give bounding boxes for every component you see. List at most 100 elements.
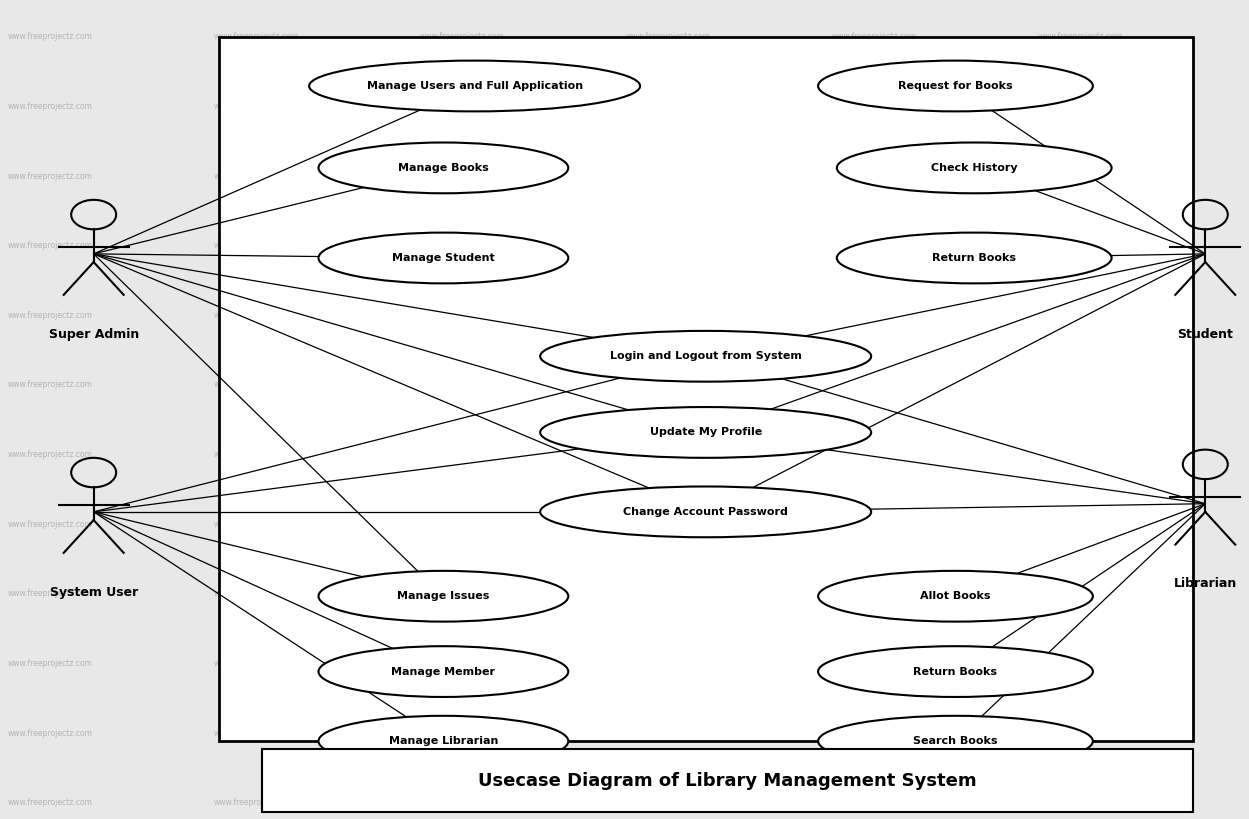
Text: www.freeprojectz.com: www.freeprojectz.com [832,450,917,459]
Text: www.freeprojectz.com: www.freeprojectz.com [832,799,917,807]
Text: Change Account Password: Change Account Password [623,507,788,517]
Text: Check History: Check History [931,163,1018,173]
Text: www.freeprojectz.com: www.freeprojectz.com [626,590,711,598]
Text: Manage Librarian: Manage Librarian [388,736,498,746]
Text: Manage Student: Manage Student [392,253,495,263]
Text: www.freeprojectz.com: www.freeprojectz.com [1038,799,1123,807]
Text: Usecase Diagram of Library Management System: Usecase Diagram of Library Management Sy… [478,772,977,790]
Text: Student: Student [1178,328,1233,341]
Text: www.freeprojectz.com: www.freeprojectz.com [1038,102,1123,111]
Text: www.freeprojectz.com: www.freeprojectz.com [214,172,299,180]
Text: www.freeprojectz.com: www.freeprojectz.com [1038,172,1123,180]
Text: www.freeprojectz.com: www.freeprojectz.com [214,102,299,111]
Text: www.freeprojectz.com: www.freeprojectz.com [7,102,92,111]
Text: www.freeprojectz.com: www.freeprojectz.com [420,311,505,319]
Text: www.freeprojectz.com: www.freeprojectz.com [420,381,505,389]
Text: www.freeprojectz.com: www.freeprojectz.com [626,311,711,319]
Text: www.freeprojectz.com: www.freeprojectz.com [626,172,711,180]
Text: www.freeprojectz.com: www.freeprojectz.com [7,242,92,250]
Text: Request for Books: Request for Books [898,81,1013,91]
Ellipse shape [318,143,568,193]
Text: www.freeprojectz.com: www.freeprojectz.com [832,590,917,598]
Text: www.freeprojectz.com: www.freeprojectz.com [214,590,299,598]
Text: www.freeprojectz.com: www.freeprojectz.com [626,33,711,41]
Ellipse shape [540,486,872,537]
FancyBboxPatch shape [219,37,1193,741]
Ellipse shape [837,143,1112,193]
FancyBboxPatch shape [262,749,1193,812]
Text: www.freeprojectz.com: www.freeprojectz.com [214,311,299,319]
Text: Return Books: Return Books [913,667,998,676]
Text: www.freeprojectz.com: www.freeprojectz.com [626,659,711,667]
Text: www.freeprojectz.com: www.freeprojectz.com [832,659,917,667]
Text: www.freeprojectz.com: www.freeprojectz.com [420,242,505,250]
Text: www.freeprojectz.com: www.freeprojectz.com [1038,520,1123,528]
Text: www.freeprojectz.com: www.freeprojectz.com [1038,590,1123,598]
Text: www.freeprojectz.com: www.freeprojectz.com [7,450,92,459]
Text: www.freeprojectz.com: www.freeprojectz.com [832,381,917,389]
Ellipse shape [540,331,872,382]
Ellipse shape [318,571,568,622]
Text: Manage Books: Manage Books [398,163,488,173]
Text: www.freeprojectz.com: www.freeprojectz.com [1038,33,1123,41]
Text: www.freeprojectz.com: www.freeprojectz.com [420,520,505,528]
Text: www.freeprojectz.com: www.freeprojectz.com [1038,729,1123,737]
Ellipse shape [818,716,1093,767]
Text: www.freeprojectz.com: www.freeprojectz.com [214,659,299,667]
Text: www.freeprojectz.com: www.freeprojectz.com [832,172,917,180]
Ellipse shape [318,716,568,767]
Text: www.freeprojectz.com: www.freeprojectz.com [7,311,92,319]
Text: www.freeprojectz.com: www.freeprojectz.com [7,33,92,41]
Text: www.freeprojectz.com: www.freeprojectz.com [832,102,917,111]
Text: www.freeprojectz.com: www.freeprojectz.com [214,450,299,459]
Ellipse shape [309,61,639,111]
Text: Super Admin: Super Admin [49,328,139,341]
Ellipse shape [540,407,872,458]
Text: www.freeprojectz.com: www.freeprojectz.com [214,520,299,528]
Text: www.freeprojectz.com: www.freeprojectz.com [214,242,299,250]
Text: www.freeprojectz.com: www.freeprojectz.com [420,590,505,598]
Text: Librarian: Librarian [1174,577,1237,590]
Text: www.freeprojectz.com: www.freeprojectz.com [420,33,505,41]
Text: www.freeprojectz.com: www.freeprojectz.com [214,381,299,389]
Ellipse shape [818,571,1093,622]
Text: www.freeprojectz.com: www.freeprojectz.com [626,381,711,389]
Text: www.freeprojectz.com: www.freeprojectz.com [1038,450,1123,459]
Text: www.freeprojectz.com: www.freeprojectz.com [626,799,711,807]
Text: www.freeprojectz.com: www.freeprojectz.com [420,659,505,667]
Text: www.freeprojectz.com: www.freeprojectz.com [1038,311,1123,319]
Text: www.freeprojectz.com: www.freeprojectz.com [420,729,505,737]
Text: Manage Member: Manage Member [391,667,496,676]
Ellipse shape [318,646,568,697]
Text: Return Books: Return Books [932,253,1017,263]
Text: Allot Books: Allot Books [921,591,990,601]
Text: www.freeprojectz.com: www.freeprojectz.com [832,520,917,528]
Text: www.freeprojectz.com: www.freeprojectz.com [1038,381,1123,389]
Text: System User: System User [50,586,137,599]
Text: Manage Users and Full Application: Manage Users and Full Application [366,81,583,91]
Ellipse shape [837,233,1112,283]
Text: www.freeprojectz.com: www.freeprojectz.com [1038,659,1123,667]
Text: www.freeprojectz.com: www.freeprojectz.com [7,172,92,180]
Text: www.freeprojectz.com: www.freeprojectz.com [832,33,917,41]
Text: www.freeprojectz.com: www.freeprojectz.com [626,520,711,528]
Text: www.freeprojectz.com: www.freeprojectz.com [626,242,711,250]
Text: www.freeprojectz.com: www.freeprojectz.com [214,33,299,41]
Text: www.freeprojectz.com: www.freeprojectz.com [1038,242,1123,250]
Text: www.freeprojectz.com: www.freeprojectz.com [832,729,917,737]
Text: www.freeprojectz.com: www.freeprojectz.com [7,799,92,807]
Text: Manage Issues: Manage Issues [397,591,490,601]
Text: www.freeprojectz.com: www.freeprojectz.com [7,381,92,389]
Text: Login and Logout from System: Login and Logout from System [610,351,802,361]
Text: Update My Profile: Update My Profile [649,428,762,437]
Text: www.freeprojectz.com: www.freeprojectz.com [420,799,505,807]
Text: www.freeprojectz.com: www.freeprojectz.com [214,729,299,737]
Text: www.freeprojectz.com: www.freeprojectz.com [832,242,917,250]
Text: www.freeprojectz.com: www.freeprojectz.com [7,520,92,528]
Ellipse shape [818,646,1093,697]
Ellipse shape [818,61,1093,111]
Text: www.freeprojectz.com: www.freeprojectz.com [420,450,505,459]
Text: www.freeprojectz.com: www.freeprojectz.com [7,729,92,737]
Text: www.freeprojectz.com: www.freeprojectz.com [626,450,711,459]
Text: Search Books: Search Books [913,736,998,746]
